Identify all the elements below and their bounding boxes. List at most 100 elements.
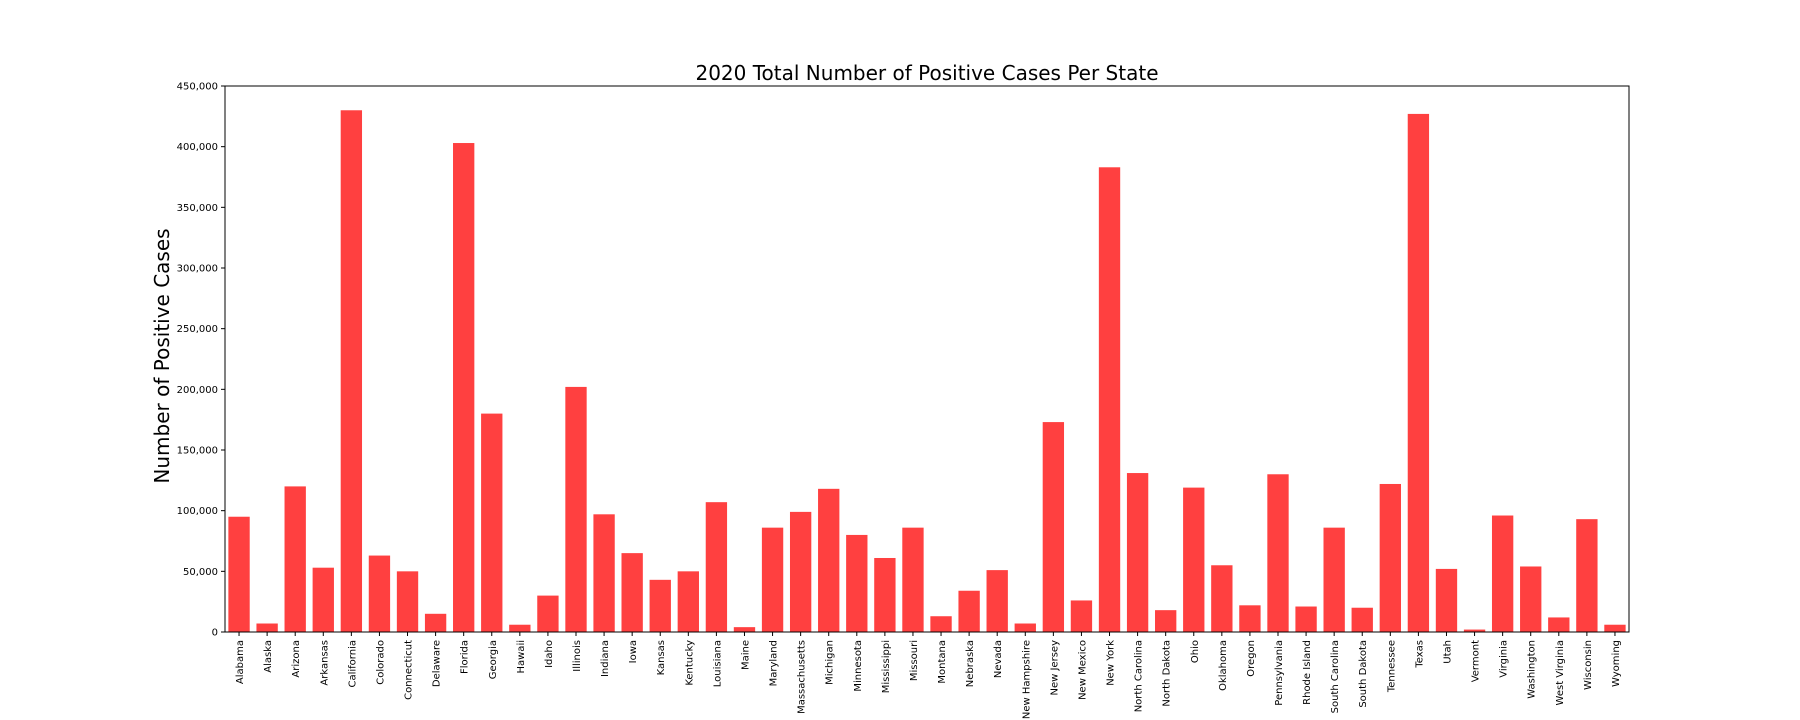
bar-alaska xyxy=(256,623,278,632)
x-tick-label: Kentucky xyxy=(684,640,695,686)
x-tick-label: Nevada xyxy=(993,640,1004,678)
x-tick-label: New Jersey xyxy=(1049,640,1060,696)
x-tick-label: New Mexico xyxy=(1077,640,1088,700)
bar-alabama xyxy=(228,516,250,632)
x-tick-label: Wyoming xyxy=(1611,640,1622,687)
bar-mississippi xyxy=(874,557,896,632)
bar-texas xyxy=(1407,113,1430,632)
x-tick-label: North Carolina xyxy=(1134,640,1145,712)
bar-connecticut xyxy=(396,571,419,632)
x-tick-label: South Dakota xyxy=(1358,640,1369,708)
x-tick-label: North Dakota xyxy=(1162,640,1173,707)
bar-iowa xyxy=(621,553,643,632)
x-tick-label: Ohio xyxy=(1190,640,1201,663)
bar-kansas xyxy=(649,579,671,632)
bar-massachusetts xyxy=(789,511,812,632)
bar-montana xyxy=(930,616,952,632)
x-tick-label: California xyxy=(347,640,358,688)
x-tick-label: Connecticut xyxy=(404,640,415,700)
bar-new-jersey xyxy=(1042,422,1065,632)
y-tick-label: 200,000 xyxy=(177,385,218,396)
bar-wisconsin xyxy=(1576,519,1598,632)
bar-kentucky xyxy=(677,571,699,632)
bar-arizona xyxy=(284,486,306,632)
x-tick-label: Iowa xyxy=(628,640,639,663)
y-tick-label: 250,000 xyxy=(177,324,218,335)
bar-west-virginia xyxy=(1548,617,1570,632)
x-tick-label: Maryland xyxy=(769,640,780,686)
x-tick-label: Hawaii xyxy=(516,640,527,674)
x-tick-label: Mississippi xyxy=(881,640,892,693)
bar-south-dakota xyxy=(1351,607,1373,632)
bar-delaware xyxy=(424,613,447,632)
x-tick-label: Georgia xyxy=(488,640,499,679)
x-tick-label: Texas xyxy=(1414,640,1425,669)
bar-illinois xyxy=(565,386,587,632)
x-tick-label: Maine xyxy=(740,640,751,670)
bar-hawaii xyxy=(509,624,531,632)
plot-frame xyxy=(224,85,1630,633)
x-tick-label: Arkansas xyxy=(319,640,330,686)
y-tick-label: 100,000 xyxy=(177,506,218,517)
x-tick-label: Pennsylvania xyxy=(1274,640,1285,706)
bar-arkansas xyxy=(312,567,334,632)
x-tick-label: New Hampshire xyxy=(1021,640,1032,719)
x-tick-label: Vermont xyxy=(1471,640,1482,682)
bar-california xyxy=(340,110,363,632)
chart-title: 2020 Total Number of Positive Cases Per … xyxy=(695,61,1158,85)
x-tick-label: Montana xyxy=(937,640,948,684)
bar-indiana xyxy=(593,514,615,632)
x-tick-label: Minnesota xyxy=(853,640,864,692)
bar-florida xyxy=(453,143,475,632)
bar-colorado xyxy=(368,555,391,632)
bar-maryland xyxy=(761,527,784,632)
x-tick-label: Virginia xyxy=(1499,640,1510,678)
x-tick-label: West Virginia xyxy=(1555,640,1566,705)
bar-idaho xyxy=(537,595,559,632)
y-tick-label: 0 xyxy=(212,628,218,639)
bar-michigan xyxy=(818,488,840,632)
bar-tennessee xyxy=(1379,483,1401,632)
bar-oklahoma xyxy=(1211,565,1233,632)
bar-north-carolina xyxy=(1126,473,1149,632)
x-axis-ticks: Alabama Alaska Arizona Arkansas California Co… xyxy=(235,632,1622,719)
x-tick-label: Delaware xyxy=(432,640,443,687)
bars xyxy=(228,110,1626,633)
x-tick-label: Michigan xyxy=(825,640,836,685)
x-tick-label: Louisiana xyxy=(712,640,723,687)
x-tick-label: Idaho xyxy=(544,640,555,668)
y-tick-label: 150,000 xyxy=(177,446,218,457)
x-tick-label: Indiana xyxy=(600,640,611,677)
bar-maine xyxy=(733,627,756,632)
bar-vermont xyxy=(1463,629,1486,632)
bar-new-york xyxy=(1098,167,1121,633)
y-tick-label: 350,000 xyxy=(177,203,218,214)
bar-missouri xyxy=(902,527,924,632)
bar-ohio xyxy=(1183,487,1205,632)
x-tick-label: Washington xyxy=(1527,640,1538,699)
bar-utah xyxy=(1435,568,1458,632)
bar-nevada xyxy=(986,570,1008,632)
x-tick-label: Illinois xyxy=(572,640,583,672)
x-tick-label: Florida xyxy=(460,640,471,674)
x-tick-label: Massachusetts xyxy=(797,640,808,714)
bar-new-mexico xyxy=(1070,600,1093,632)
x-tick-label: Kansas xyxy=(656,640,667,675)
x-tick-label: Missouri xyxy=(909,640,920,681)
x-tick-label: Arizona xyxy=(291,640,302,678)
x-tick-label: Wisconsin xyxy=(1583,640,1594,690)
x-tick-label: Alaska xyxy=(263,640,274,673)
x-tick-label: Oregon xyxy=(1246,640,1257,677)
y-tick-label: 450,000 xyxy=(177,82,218,93)
x-tick-label: Nebraska xyxy=(965,640,976,687)
bar-wyoming xyxy=(1604,624,1626,632)
x-tick-label: Alabama xyxy=(235,640,246,684)
x-tick-label: Oklahoma xyxy=(1218,640,1229,691)
y-axis-ticks: 0 50,000 100,000 150,000 200,000 250,000 300,0… xyxy=(177,82,225,639)
bar-nebraska xyxy=(958,590,980,632)
bar-north-dakota xyxy=(1155,610,1177,632)
bar-virginia xyxy=(1491,515,1514,632)
bar-new-hampshire xyxy=(1014,623,1036,632)
